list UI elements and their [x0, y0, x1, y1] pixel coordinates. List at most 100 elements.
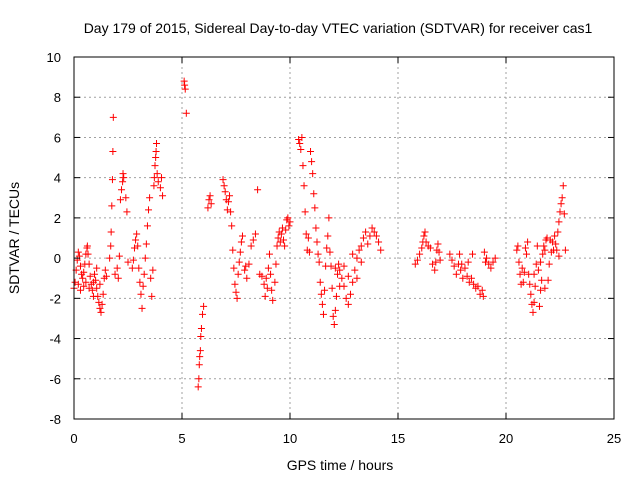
data-point — [269, 296, 277, 304]
data-point — [194, 383, 202, 391]
data-point — [558, 194, 566, 202]
data-point — [349, 250, 357, 258]
data-point — [331, 306, 339, 314]
data-point — [461, 264, 469, 272]
data-point — [76, 286, 84, 294]
data-point — [463, 272, 471, 280]
y-tick-label: 10 — [47, 50, 61, 65]
data-point — [80, 268, 88, 276]
data-point — [316, 278, 324, 286]
data-point — [340, 262, 348, 270]
data-point — [258, 272, 266, 280]
data-point — [518, 264, 526, 272]
y-tick-label: 4 — [54, 171, 61, 186]
data-point — [281, 242, 289, 250]
data-point — [221, 188, 229, 196]
data-point — [82, 278, 90, 286]
data-point — [149, 266, 157, 274]
data-point — [297, 146, 305, 154]
data-point — [553, 246, 561, 254]
data-point — [196, 347, 204, 355]
data-point — [422, 238, 430, 246]
data-point — [122, 194, 130, 202]
data-point — [555, 218, 563, 226]
y-tick-labels: -8 -6 -4 -2 0 2 4 6 8 10 — [47, 50, 61, 427]
data-point — [513, 246, 521, 254]
data-point — [96, 304, 104, 312]
data-point — [113, 264, 121, 272]
data-point — [227, 208, 235, 216]
data-point — [195, 375, 203, 383]
data-point — [311, 204, 319, 212]
data-point — [206, 192, 214, 200]
data-point — [98, 300, 106, 308]
data-point — [464, 258, 472, 266]
data-point — [434, 240, 442, 248]
data-point — [372, 232, 380, 240]
data-point — [285, 222, 293, 230]
data-point — [109, 113, 117, 121]
data-point — [532, 260, 540, 268]
data-point — [85, 284, 93, 292]
y-tick-label: 0 — [54, 251, 61, 266]
data-point — [478, 286, 486, 294]
data-point — [431, 266, 439, 274]
data-point — [312, 224, 320, 232]
data-point — [325, 214, 333, 222]
data-point — [514, 242, 522, 250]
data-point — [129, 256, 137, 264]
data-point — [534, 266, 542, 274]
data-point — [529, 308, 537, 316]
data-point — [153, 170, 161, 178]
data-point — [181, 81, 189, 89]
data-point — [366, 232, 374, 240]
data-point — [229, 246, 237, 254]
data-point — [299, 162, 307, 170]
data-point — [93, 264, 101, 272]
data-point — [335, 260, 343, 268]
data-point — [154, 178, 162, 186]
data-point — [152, 154, 160, 162]
data-point — [531, 282, 539, 290]
data-point — [264, 264, 272, 272]
y-tick-label: -6 — [49, 372, 61, 387]
data-point — [465, 278, 473, 286]
data-point — [124, 258, 132, 266]
data-point — [318, 300, 326, 308]
data-point — [207, 200, 215, 208]
data-point — [199, 310, 207, 318]
data-point — [271, 278, 279, 286]
data-point — [84, 250, 92, 258]
data-point — [102, 272, 110, 280]
x-tick-labels: 0 5 10 15 20 25 — [70, 431, 621, 446]
data-point — [336, 282, 344, 290]
data-point — [544, 276, 552, 284]
data-point — [280, 236, 288, 244]
data-point — [554, 228, 562, 236]
data-point — [96, 280, 104, 288]
data-point — [456, 250, 464, 258]
data-point — [530, 298, 538, 306]
data-point — [232, 288, 240, 296]
data-point — [133, 230, 141, 238]
data-point — [233, 294, 241, 302]
data-point — [411, 260, 419, 268]
data-point — [136, 278, 144, 286]
data-point — [238, 232, 246, 240]
data-point — [537, 286, 545, 294]
data-point — [79, 274, 87, 282]
data-point — [353, 254, 361, 262]
data-point — [85, 260, 93, 268]
data-point — [537, 258, 545, 266]
data-point — [147, 274, 155, 282]
data-point — [146, 194, 154, 202]
data-point — [247, 242, 255, 250]
data-point — [159, 192, 167, 200]
data-point — [559, 182, 567, 190]
data-point — [332, 292, 340, 300]
data-point — [245, 260, 253, 268]
data-point — [346, 290, 354, 298]
data-point — [92, 276, 100, 284]
data-point — [317, 290, 325, 298]
data-point — [309, 170, 317, 178]
